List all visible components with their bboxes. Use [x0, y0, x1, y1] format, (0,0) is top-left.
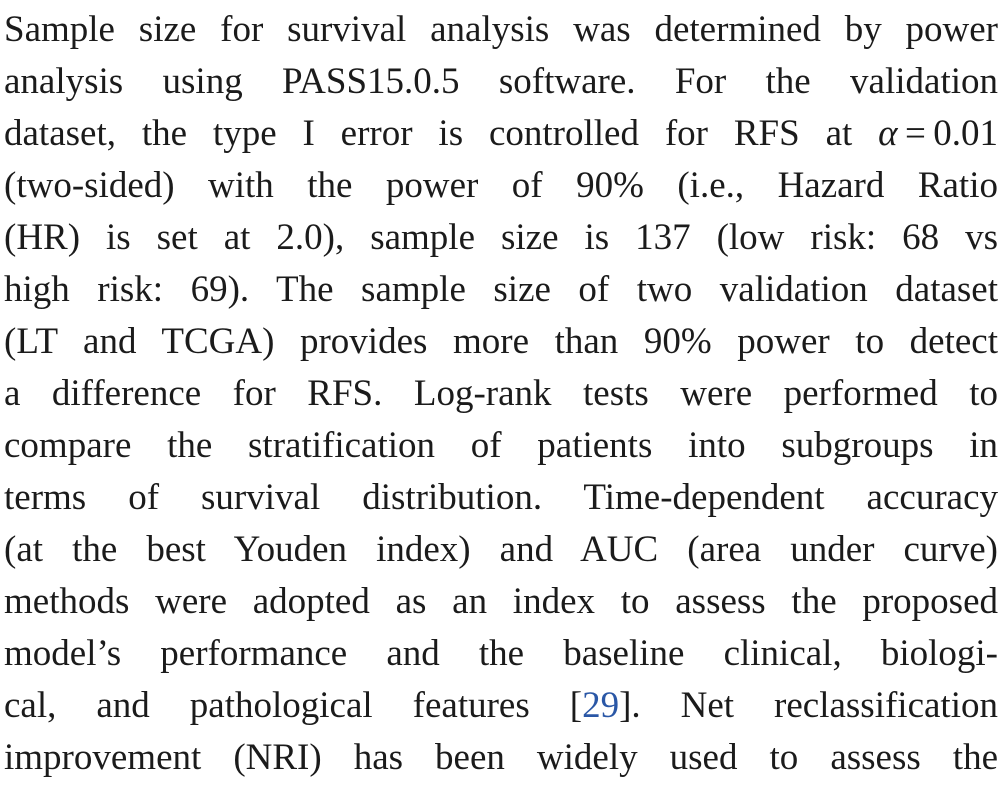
text-line-12: methods were adopted as an index to asse…	[4, 581, 998, 622]
text-line-13: model’s performance and the baseline cli…	[4, 633, 998, 674]
text-line-11: (at the best Youden index) and AUC (area…	[4, 529, 998, 570]
text-line-7: (LT and TCGA) provides more than 90% pow…	[4, 321, 998, 362]
text-line-4: (two-sided) with the power of 90% (i.e.,…	[4, 165, 998, 206]
text-line-3-end: = 0.01	[897, 113, 998, 154]
text-line-10: terms of survival distribution. Time-dep…	[4, 477, 998, 518]
text-line-9: compare the stratification of patients i…	[4, 425, 998, 466]
text-line-5: (HR) is set at 2.0), sample size is 137 …	[4, 217, 998, 258]
text-line-14-start: cal, and pathological features [	[4, 685, 583, 726]
citation-link[interactable]: 29	[582, 685, 620, 726]
text-line-3: dataset, the type I error is controlled …	[4, 108, 998, 160]
text-line-14: cal, and pathological features [29]. Net…	[4, 680, 998, 732]
text-line-1: Sample size for survival analysis was de…	[4, 9, 998, 50]
alpha-symbol: α	[878, 113, 898, 154]
text-line-3-start: dataset, the type I error is controlled …	[4, 113, 879, 154]
text-line-8: a difference for RFS. Log-rank tests wer…	[4, 373, 998, 414]
text-line-15: improvement (NRI) has been widely used t…	[4, 737, 998, 778]
text-line-14-end: ]. Net reclassification	[619, 685, 998, 726]
text-line-6: high risk: 69). The sample size of two v…	[4, 269, 998, 310]
text-line-2: analysis using PASS15.0.5 software. For …	[4, 61, 998, 102]
